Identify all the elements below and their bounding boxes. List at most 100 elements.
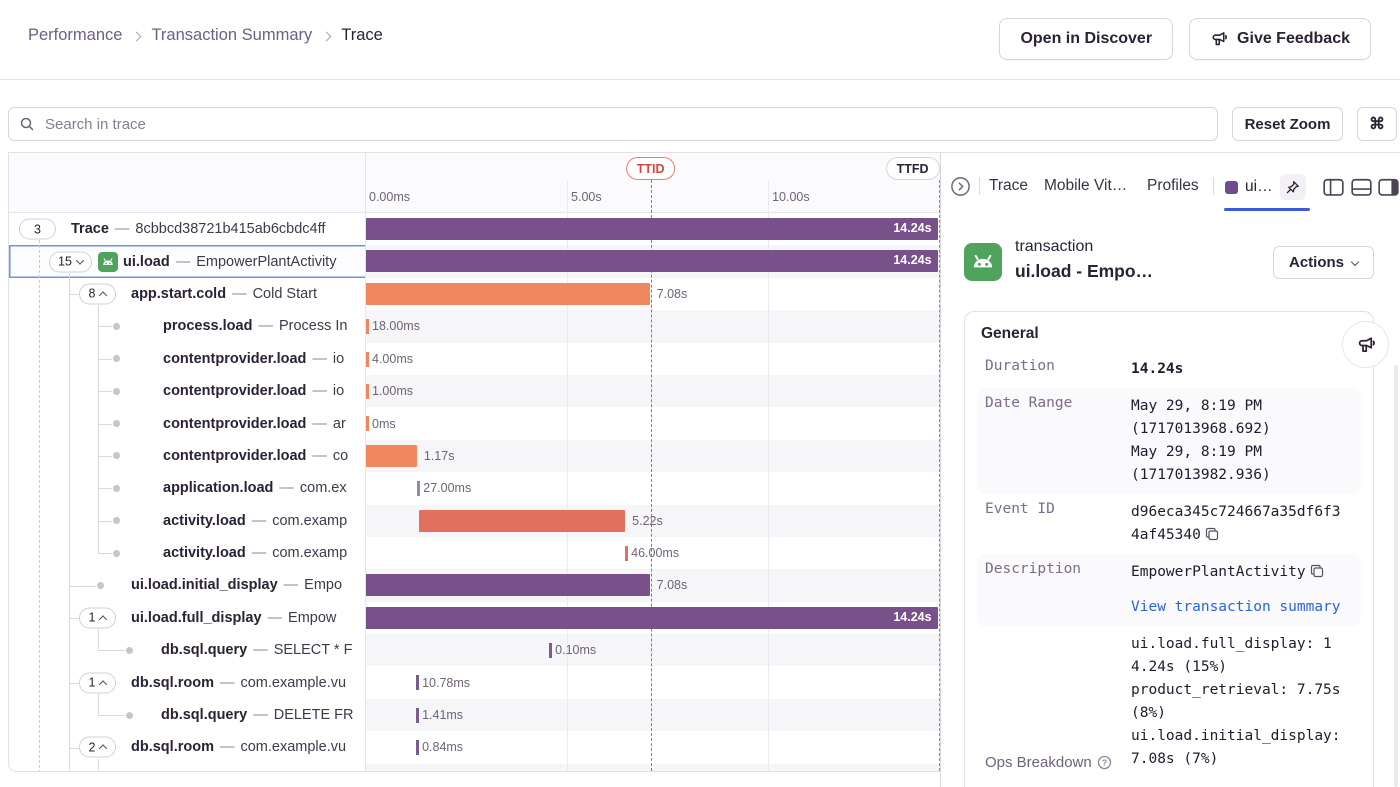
- span-row[interactable]: contentprovider.load — co 1.17s: [9, 439, 940, 473]
- span-tree-cell[interactable]: db.sql.query — SELECT * F: [9, 634, 365, 666]
- layout-sidebar-right-icon[interactable]: [1378, 178, 1399, 197]
- span-row[interactable]: 1 db.sql.room — com.example.vu 10.78ms: [9, 666, 940, 698]
- span-row[interactable]: process.load — Process In 18.00ms: [9, 310, 940, 343]
- span-tree-cell[interactable]: application.load — com.ex: [9, 472, 365, 504]
- span-chart-cell[interactable]: 27.00ms: [365, 472, 940, 504]
- span-children-badge[interactable]: 2: [79, 736, 116, 758]
- span-tree-cell[interactable]: 1 db.sql.room — com.example.vu: [9, 666, 365, 698]
- span-tree-cell[interactable]: 1 ui.load.full_display — Empow: [9, 602, 365, 634]
- span-row[interactable]: 2 db.sql.room — com.example.vu 0.84ms: [9, 731, 940, 763]
- breadcrumb-performance[interactable]: Performance: [28, 26, 123, 44]
- span-children-badge[interactable]: 15: [49, 251, 92, 273]
- tab-ui-load-active[interactable]: ui…: [1225, 174, 1306, 200]
- span-tree-cell[interactable]: activity.load — com.examp: [9, 537, 365, 569]
- tab-profiles[interactable]: Profiles: [1147, 177, 1199, 194]
- tab-trace[interactable]: Trace: [989, 177, 1029, 194]
- layout-drawer-bottom-icon[interactable]: [1351, 178, 1372, 197]
- span-duration-bar[interactable]: 14.24s: [365, 606, 938, 629]
- span-tick[interactable]: [416, 740, 419, 756]
- span-tick[interactable]: [366, 383, 369, 399]
- open-in-discover-button[interactable]: Open in Discover: [999, 18, 1174, 60]
- span-row[interactable]: ui.load.initial_display — Empo 7.08s: [9, 569, 940, 602]
- ttid-badge[interactable]: TTID: [625, 157, 676, 180]
- span-tree-cell[interactable]: contentprovider.load — ar: [9, 407, 365, 439]
- span-chart-cell[interactable]: 0ms: [365, 407, 940, 439]
- give-feedback-button[interactable]: Give Feedback: [1189, 18, 1371, 60]
- span-chart-cell[interactable]: 1.17s: [365, 439, 940, 473]
- span-tree-cell[interactable]: db.sql.query — DELETE FR: [9, 699, 365, 731]
- span-tree-cell[interactable]: activity.load — com.examp: [9, 505, 365, 537]
- span-tree-cell[interactable]: contentprovider.load — co: [9, 440, 365, 472]
- expand-panel-icon[interactable]: [950, 176, 971, 197]
- span-row[interactable]: contentprovider.load — ar 0ms: [9, 407, 940, 439]
- span-chart-cell[interactable]: 18.00ms: [365, 310, 940, 343]
- span-chart-cell[interactable]: 7.08s: [365, 569, 940, 602]
- span-duration-bar[interactable]: [365, 574, 650, 597]
- span-duration-bar[interactable]: [418, 509, 626, 532]
- feedback-fab-button[interactable]: [1342, 321, 1389, 368]
- reset-zoom-button[interactable]: Reset Zoom: [1232, 107, 1343, 141]
- tab-mobile-vitals[interactable]: Mobile Vit…: [1044, 177, 1128, 194]
- breadcrumb-transaction-summary[interactable]: Transaction Summary: [151, 26, 313, 44]
- span-duration-bar[interactable]: 14.24s: [365, 250, 938, 273]
- span-row[interactable]: activity.load — com.examp 46.00ms: [9, 537, 940, 569]
- shortcut-button[interactable]: ⌘: [1357, 107, 1397, 141]
- search-input[interactable]: [43, 114, 1207, 134]
- span-chart-cell[interactable]: 14.24s: [365, 213, 940, 245]
- span-duration-bar[interactable]: [365, 444, 417, 467]
- view-transaction-summary-link[interactable]: View transaction summary: [1131, 599, 1341, 615]
- span-tree-cell[interactable]: process.load — Process In: [9, 310, 365, 342]
- span-tree-cell[interactable]: 8 app.start.cold — Cold Start: [9, 278, 365, 310]
- span-tick[interactable]: [366, 319, 369, 335]
- span-tick[interactable]: [549, 643, 552, 659]
- span-chart-cell[interactable]: 0.10ms: [365, 634, 940, 667]
- span-tick[interactable]: [416, 675, 419, 691]
- span-chart-cell[interactable]: 4.00ms: [365, 343, 940, 375]
- span-children-badge[interactable]: 3: [19, 218, 56, 240]
- span-chart-cell[interactable]: 1.00ms: [365, 374, 940, 408]
- span-chart-cell[interactable]: 0.84ms: [365, 731, 940, 763]
- span-chart-cell[interactable]: 5.22s: [365, 504, 940, 537]
- span-row[interactable]: 15 ui.load — EmpowerPlantActivity 14.24s: [9, 245, 940, 278]
- panel-scrollbar[interactable]: [1394, 365, 1398, 787]
- span-chart-cell[interactable]: 1.41ms: [365, 698, 940, 732]
- span-row[interactable]: db.sql.query — DELETE FR 1.41ms: [9, 698, 940, 732]
- span-tree-cell[interactable]: 3 Trace — 8cbbcd38721b415ab6cbdc4ff: [9, 213, 365, 245]
- span-chart-cell[interactable]: 7.08s: [365, 278, 940, 310]
- span-children-badge[interactable]: 1: [79, 607, 116, 629]
- span-tick[interactable]: [416, 707, 419, 723]
- span-row[interactable]: db.sql.query — SELECT * F 0.10ms: [9, 634, 940, 667]
- span-tree-cell[interactable]: db.sql.query—INSERT OR: [9, 764, 365, 771]
- ttfd-badge[interactable]: TTFD: [885, 157, 940, 180]
- span-chart-cell[interactable]: 14.24s: [365, 602, 940, 634]
- span-chart-cell[interactable]: 46.00ms: [365, 537, 940, 569]
- actions-button[interactable]: Actions: [1273, 246, 1374, 279]
- span-children-badge[interactable]: 8: [79, 283, 116, 305]
- span-row[interactable]: 8 app.start.cold — Cold Start 7.08s: [9, 278, 940, 310]
- span-duration-bar[interactable]: [365, 282, 650, 305]
- span-row[interactable]: 1 ui.load.full_display — Empow 14.24s: [9, 602, 940, 634]
- span-tree-cell[interactable]: ui.load.initial_display — Empo: [9, 569, 365, 601]
- span-tree-cell[interactable]: contentprovider.load — io: [9, 375, 365, 407]
- span-row[interactable]: db.sql.query—INSERT OR0.70ms: [9, 763, 940, 771]
- span-chart-cell[interactable]: 14.24s: [365, 245, 940, 278]
- span-children-badge[interactable]: 1: [79, 672, 116, 694]
- help-icon[interactable]: ?: [1097, 755, 1112, 770]
- span-tree-cell[interactable]: contentprovider.load — io: [9, 343, 365, 375]
- span-chart-cell[interactable]: 0.70ms: [365, 763, 940, 771]
- span-row[interactable]: contentprovider.load — io 1.00ms: [9, 374, 940, 408]
- tree-chart-divider[interactable]: [365, 153, 366, 771]
- span-chart-cell[interactable]: 10.78ms: [365, 666, 940, 698]
- span-tree-cell[interactable]: 15 ui.load — EmpowerPlantActivity: [9, 245, 365, 277]
- copy-icon[interactable]: [1310, 564, 1324, 578]
- span-tick[interactable]: [417, 481, 420, 497]
- layout-sidebar-left-icon[interactable]: [1323, 178, 1344, 197]
- span-row[interactable]: activity.load — com.examp 5.22s: [9, 504, 940, 537]
- copy-icon[interactable]: [1205, 527, 1219, 541]
- span-tick[interactable]: [366, 416, 369, 432]
- span-row[interactable]: application.load — com.ex 27.00ms: [9, 472, 940, 504]
- span-row[interactable]: 3 Trace — 8cbbcd38721b415ab6cbdc4ff 14.24s: [9, 213, 940, 245]
- span-tree-cell[interactable]: 2 db.sql.room — com.example.vu: [9, 731, 365, 763]
- span-row[interactable]: contentprovider.load — io 4.00ms: [9, 343, 940, 375]
- pin-tab-button[interactable]: [1279, 174, 1306, 200]
